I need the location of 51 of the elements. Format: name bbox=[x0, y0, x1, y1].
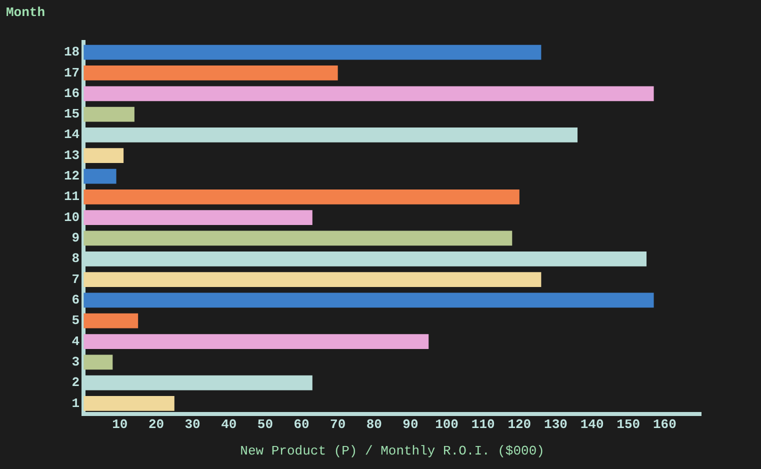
y-tick-label: 15 bbox=[64, 106, 80, 122]
x-tick-label: 160 bbox=[652, 416, 677, 432]
bar bbox=[84, 168, 116, 184]
y-tick-label: 8 bbox=[72, 251, 80, 266]
x-axis-title: New Product (P) / Monthly R.O.I. ($000) bbox=[240, 444, 544, 459]
bar bbox=[84, 106, 134, 122]
y-tick-label: 4 bbox=[72, 334, 80, 349]
x-tick-label: 100 bbox=[435, 416, 459, 432]
x-tick-label: 20 bbox=[148, 416, 164, 432]
bar bbox=[84, 396, 174, 411]
x-tick-label: 70 bbox=[330, 416, 346, 432]
x-tick-label: 80 bbox=[366, 416, 382, 432]
y-tick-label: 3 bbox=[72, 354, 80, 370]
x-tick-label: 130 bbox=[544, 416, 568, 432]
bar bbox=[84, 313, 138, 328]
y-tick-label: 11 bbox=[64, 189, 80, 204]
bar bbox=[84, 334, 429, 349]
y-tick-label: 17 bbox=[64, 65, 80, 80]
x-tick-label: 60 bbox=[294, 416, 310, 432]
y-tick-label: 14 bbox=[64, 127, 80, 142]
y-tick-label: 12 bbox=[64, 168, 80, 184]
x-tick-label: 120 bbox=[508, 416, 532, 432]
x-tick-label: 90 bbox=[402, 416, 418, 432]
x-tick-label: 10 bbox=[112, 416, 128, 432]
x-tick-label: 30 bbox=[184, 416, 201, 432]
bar bbox=[84, 66, 338, 80]
y-tick-label: 5 bbox=[72, 313, 80, 328]
y-tick-label: 10 bbox=[64, 210, 80, 225]
bar bbox=[84, 210, 312, 226]
bar bbox=[84, 86, 654, 102]
x-tick-label: 150 bbox=[616, 416, 640, 432]
bar bbox=[84, 44, 542, 60]
x-tick-label: 140 bbox=[580, 416, 604, 432]
x-tick-label: 40 bbox=[221, 416, 237, 432]
x-tick-label: 50 bbox=[257, 416, 274, 432]
y-tick-label: 9 bbox=[72, 230, 80, 246]
bar bbox=[84, 148, 124, 164]
bar bbox=[84, 272, 542, 287]
x-tick-label: 110 bbox=[471, 416, 495, 432]
y-tick-label: 1 bbox=[72, 396, 80, 411]
y-tick-label: 6 bbox=[72, 292, 80, 308]
y-tick-label: 18 bbox=[64, 44, 80, 60]
bar bbox=[84, 292, 654, 308]
y-axis-title: Month bbox=[6, 4, 46, 20]
bar bbox=[84, 189, 520, 204]
y-tick-label: 13 bbox=[64, 148, 80, 163]
y-tick-label: 16 bbox=[64, 86, 80, 101]
y-tick-label: 7 bbox=[72, 272, 80, 287]
bar bbox=[84, 354, 113, 370]
bar bbox=[84, 230, 512, 246]
y-tick-label: 2 bbox=[72, 375, 80, 390]
